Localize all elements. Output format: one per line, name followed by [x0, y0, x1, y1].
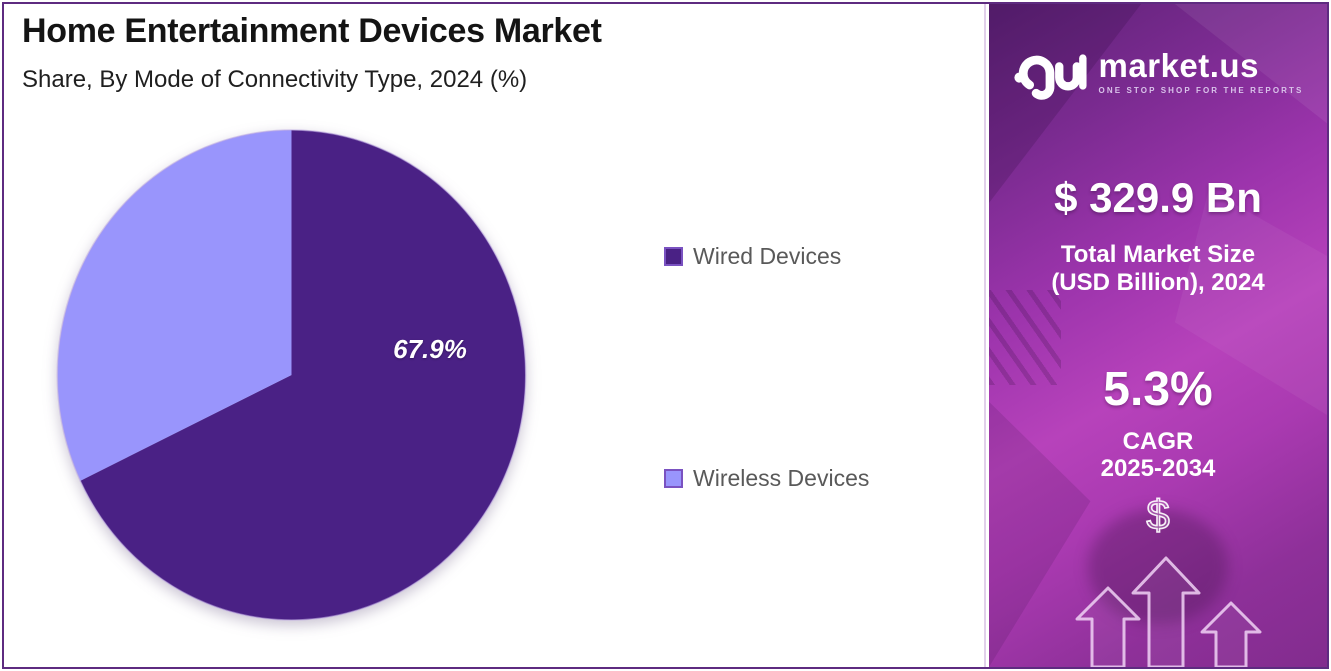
pie-slice-wired-devices [80, 130, 526, 620]
legend-label-wired: Wired Devices [693, 243, 842, 269]
growth-arrows-icon [1075, 556, 1262, 667]
legend-item-wired: Wired Devices [664, 243, 841, 270]
pie-outline [57, 130, 525, 620]
dollar-icon: $ [1146, 490, 1171, 539]
brand-logo: market.us ONE STOP SHOP FOR THE REPORTS [989, 42, 1327, 102]
brand-sidebar: market.us ONE STOP SHOP FOR THE REPORTS … [989, 4, 1327, 667]
sidebar-divider [984, 4, 986, 667]
cagr-value: 5.3% [1103, 363, 1213, 416]
market-size-label: Total Market Size [1060, 241, 1256, 268]
cagr-period: 2025-2034 [1100, 455, 1216, 482]
page-title: Home Entertainment Devices Market [22, 12, 602, 50]
cagr-label: CAGR [1122, 428, 1194, 455]
market-size-value: $ 329.9 Bn [1054, 174, 1262, 221]
brand-name: market.us [1098, 47, 1259, 84]
market-us-logo-icon [1013, 54, 1087, 100]
wired-swatch-icon [664, 247, 683, 266]
wireless-swatch-icon [664, 469, 683, 488]
brand-tagline: ONE STOP SHOP FOR THE REPORTS [1098, 86, 1304, 95]
pie-chart: 67.9% [0, 0, 990, 671]
brand-text: market.us ONE STOP SHOP FOR THE REPORTS [1099, 49, 1304, 95]
pie-data-label: 67.9% [393, 334, 467, 364]
market-size-label-detail: (USD Billion), 2024 [1051, 269, 1265, 296]
pie-slice-wireless-devices [57, 130, 292, 481]
legend-label-wireless: Wireless Devices [693, 465, 870, 491]
legend-item-wireless: Wireless Devices [664, 465, 869, 492]
pie-slices [57, 130, 526, 620]
page-subtitle: Share, By Mode of Connectivity Type, 202… [22, 66, 528, 93]
